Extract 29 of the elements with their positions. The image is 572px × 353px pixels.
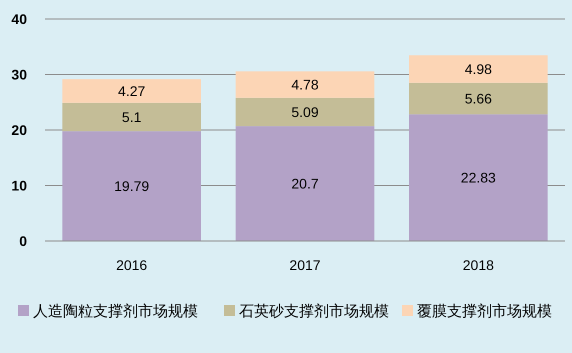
legend-label: 人造陶粒支撑剂市场规模 <box>33 303 198 320</box>
data-label: 20.7 <box>291 176 319 192</box>
bar <box>62 131 201 241</box>
y-tick-label: 20 <box>11 122 28 138</box>
bar <box>236 126 374 241</box>
legend-label: 石英砂支撑剂市场规模 <box>239 303 389 320</box>
y-tick-label: 40 <box>11 11 28 27</box>
data-label: 5.1 <box>122 109 142 126</box>
legend-label: 覆膜支撑剂市场规模 <box>417 303 552 320</box>
bar <box>409 82 548 114</box>
x-tick-label: 2018 <box>462 257 494 273</box>
y-tick-label: 10 <box>11 178 28 194</box>
bar <box>236 71 374 98</box>
y-tick-label: 0 <box>19 233 28 249</box>
bar <box>409 114 548 241</box>
data-label: 4.98 <box>464 61 492 78</box>
bar <box>62 102 201 132</box>
data-label: 5.09 <box>291 104 319 120</box>
x-tick-label: 2016 <box>116 257 148 273</box>
data-label: 22.83 <box>460 170 496 186</box>
x-tick-label: 2017 <box>289 257 321 273</box>
data-label: 5.66 <box>464 90 492 107</box>
bar <box>409 55 548 83</box>
bar <box>62 79 201 103</box>
data-label: 19.79 <box>114 178 150 194</box>
data-label: 4.27 <box>118 83 146 100</box>
data-label: 4.78 <box>291 76 319 93</box>
y-tick-label: 30 <box>11 66 28 82</box>
bar <box>236 98 374 126</box>
